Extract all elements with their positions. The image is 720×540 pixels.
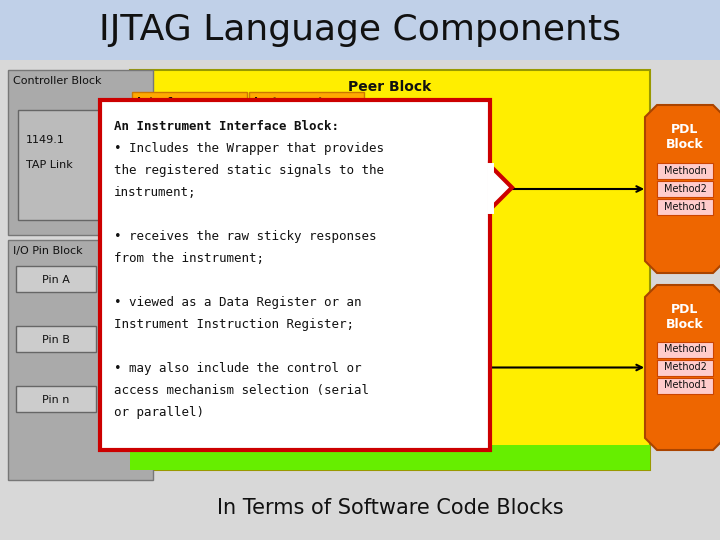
Text: Method2: Method2 xyxy=(664,184,706,194)
FancyBboxPatch shape xyxy=(257,129,356,260)
Text: Method2: Method2 xyxy=(664,362,706,373)
Text: access mechanism selection (serial: access mechanism selection (serial xyxy=(114,384,369,397)
Text: W
R
A
P: W R A P xyxy=(181,161,198,228)
Text: • receives the raw sticky responses: • receives the raw sticky responses xyxy=(114,230,377,243)
FancyBboxPatch shape xyxy=(657,199,713,215)
Text: Interface
Block: Interface Block xyxy=(137,275,194,296)
Polygon shape xyxy=(645,105,720,273)
FancyBboxPatch shape xyxy=(0,60,720,540)
FancyBboxPatch shape xyxy=(657,360,713,375)
FancyBboxPatch shape xyxy=(8,70,153,235)
Text: Methodn: Methodn xyxy=(664,166,706,176)
FancyBboxPatch shape xyxy=(249,270,364,445)
Text: Methodn: Methodn xyxy=(664,345,706,354)
FancyBboxPatch shape xyxy=(130,70,650,470)
Text: Instrument Instruction Register;: Instrument Instruction Register; xyxy=(114,318,354,331)
FancyBboxPatch shape xyxy=(140,129,239,260)
Text: I/O Pin Block: I/O Pin Block xyxy=(13,246,83,256)
FancyBboxPatch shape xyxy=(132,92,247,268)
Text: Method1: Method1 xyxy=(664,381,706,390)
Text: W
R
A
P: W R A P xyxy=(181,339,198,406)
FancyBboxPatch shape xyxy=(8,240,153,480)
Text: Method1: Method1 xyxy=(664,202,706,212)
Text: PDL
Block: PDL Block xyxy=(666,123,704,151)
Text: Pin B: Pin B xyxy=(42,335,70,345)
Text: or parallel): or parallel) xyxy=(114,406,204,419)
Text: instrument;: instrument; xyxy=(114,186,197,199)
Text: the registered static signals to the: the registered static signals to the xyxy=(114,164,384,177)
FancyBboxPatch shape xyxy=(16,266,96,292)
Text: An Instrument Interface Block:: An Instrument Interface Block: xyxy=(114,120,339,133)
FancyBboxPatch shape xyxy=(16,326,96,352)
FancyBboxPatch shape xyxy=(0,0,720,60)
FancyBboxPatch shape xyxy=(18,110,138,220)
Text: Controller Block: Controller Block xyxy=(13,76,102,86)
Text: • may also include the control or: • may also include the control or xyxy=(114,362,361,375)
FancyBboxPatch shape xyxy=(16,386,96,412)
Polygon shape xyxy=(490,165,512,210)
Text: L
E
A
F: L E A F xyxy=(301,339,312,406)
Text: Instrument
Block: Instrument Block xyxy=(254,275,323,296)
FancyBboxPatch shape xyxy=(100,100,490,450)
Text: PDL
Block: PDL Block xyxy=(666,303,704,331)
Text: Pin n: Pin n xyxy=(42,395,70,405)
Polygon shape xyxy=(645,285,720,450)
Text: 1149.1: 1149.1 xyxy=(26,135,65,145)
Text: Pin A: Pin A xyxy=(42,275,70,285)
Text: • viewed as a Data Register or an: • viewed as a Data Register or an xyxy=(114,296,361,309)
FancyBboxPatch shape xyxy=(132,270,247,445)
FancyBboxPatch shape xyxy=(130,445,650,470)
Text: Interface
Block: Interface Block xyxy=(137,97,194,119)
FancyBboxPatch shape xyxy=(257,307,356,437)
FancyBboxPatch shape xyxy=(249,92,364,268)
Text: • Includes the Wrapper that provides: • Includes the Wrapper that provides xyxy=(114,142,384,155)
FancyBboxPatch shape xyxy=(657,163,713,179)
Text: L
E
A
F: L E A F xyxy=(301,161,312,228)
Text: In Terms of Software Code Blocks: In Terms of Software Code Blocks xyxy=(217,498,563,518)
FancyBboxPatch shape xyxy=(140,307,239,437)
Text: from the instrument;: from the instrument; xyxy=(114,252,264,265)
FancyBboxPatch shape xyxy=(657,181,713,197)
FancyBboxPatch shape xyxy=(657,377,713,394)
Text: TAP Link: TAP Link xyxy=(26,160,73,170)
FancyBboxPatch shape xyxy=(657,341,713,357)
Text: Peer Block: Peer Block xyxy=(348,80,431,94)
Text: IJTAG Language Components: IJTAG Language Components xyxy=(99,13,621,47)
Text: Instrument
Block: Instrument Block xyxy=(254,97,323,119)
